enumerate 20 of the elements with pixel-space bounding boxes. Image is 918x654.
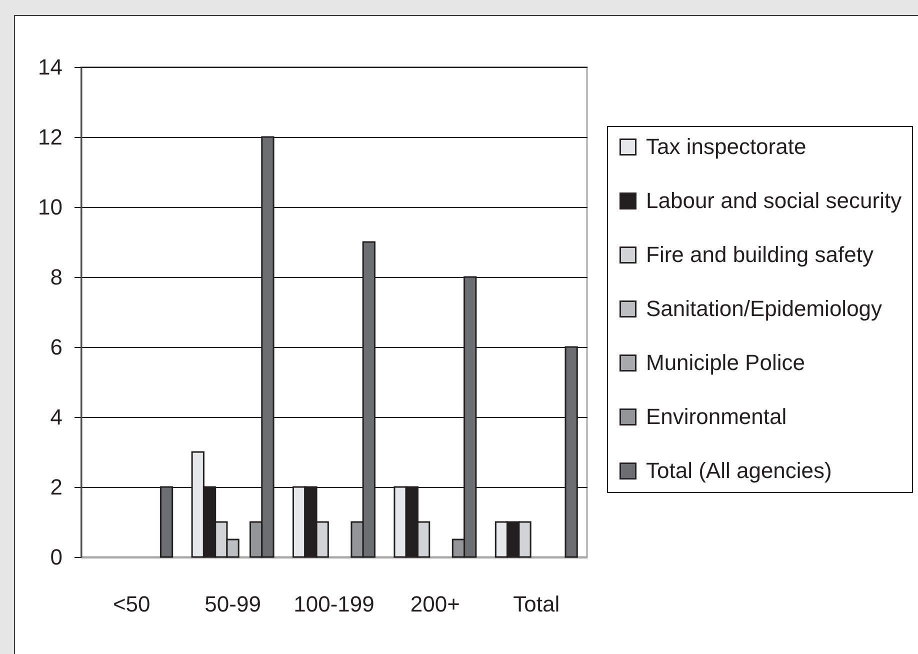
x-tick-label: <50 bbox=[112, 592, 150, 616]
y-tick-label: 2 bbox=[50, 474, 62, 500]
y-tick-label: 14 bbox=[38, 54, 62, 80]
legend-label: Municiple Police bbox=[646, 350, 805, 375]
legend-label: Total (All agencies) bbox=[646, 458, 832, 483]
legend-label: Labour and social security bbox=[646, 188, 902, 213]
legend-label: Fire and building safety bbox=[646, 242, 874, 267]
y-tick-label: 12 bbox=[38, 124, 62, 150]
legend-label: Environmental bbox=[646, 404, 787, 429]
y-tick-label: 0 bbox=[50, 544, 62, 570]
legend-label: Tax inspectorate bbox=[646, 134, 806, 159]
y-tick-label: 10 bbox=[38, 194, 62, 220]
y-tick-label: 4 bbox=[50, 404, 62, 430]
x-tick-label: 100-199 bbox=[294, 592, 374, 616]
y-tick-label: 6 bbox=[50, 334, 62, 360]
y-tick-label: 8 bbox=[50, 264, 62, 290]
legend-label: Sanitation/Epidemiology bbox=[646, 296, 882, 321]
x-tick-label: Total bbox=[513, 592, 560, 616]
x-tick-label: 50-99 bbox=[204, 592, 261, 616]
x-tick-label: 200+ bbox=[410, 592, 460, 616]
